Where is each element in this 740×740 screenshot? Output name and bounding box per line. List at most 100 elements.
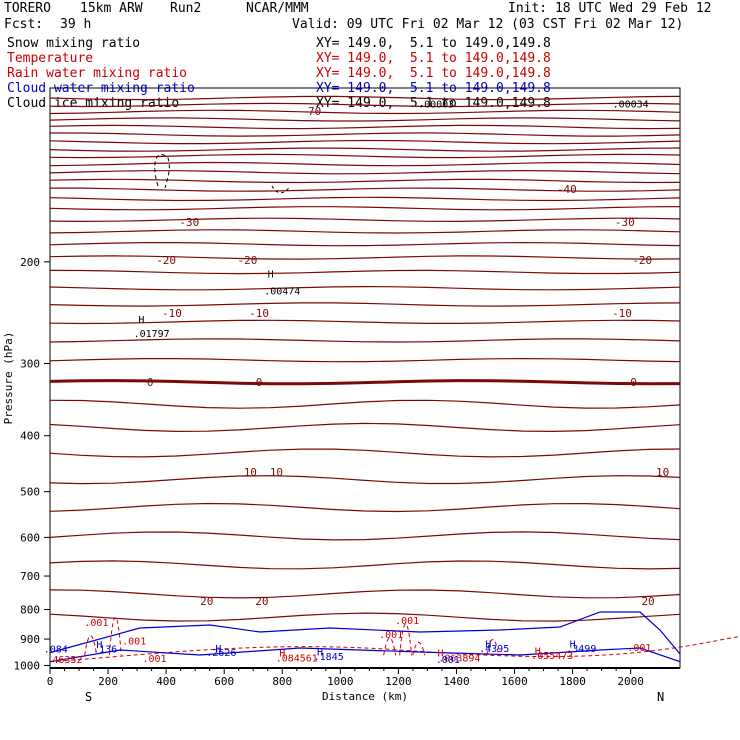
isotherm-line [49,255,681,260]
contour-annotation: .001 [627,643,651,654]
x-tick-label: 600 [214,675,234,688]
contour-annotation: H [570,639,576,650]
snow-contour [154,154,170,189]
contour-annotation: .001 [122,637,146,648]
isotherm-label: 20 [641,595,654,608]
header-valid: Valid: 09 UTC Fri 02 Mar 12 (03 CST Fri … [292,17,684,32]
isotherm-label: 0 [256,376,263,389]
header-run: Run2 [170,1,202,16]
isotherm-line [49,502,681,513]
x-tick-label: 200 [98,675,118,688]
contour-annotation: .4395 [479,644,509,655]
contour-annotation: H [317,648,323,659]
isotherm-line [49,102,681,108]
isotherm-label: -70 [301,105,321,118]
isotherm-line [49,612,681,622]
isotherm-line [49,206,681,211]
header-init: Init: 18 UTC Wed 29 Feb 12 [508,1,712,16]
contour-annotation: .00034 [613,99,649,110]
isotherm-label: 0 [630,376,637,389]
contour-annotation: .084 [44,645,68,656]
contour-annotation: .3499 [566,644,596,655]
contour-annotation: H [138,315,144,326]
header-fcst-label: Fcst: [4,17,44,32]
x-tick-label: 1600 [501,675,528,688]
isotherm-line [49,153,681,159]
rain-contour [412,641,426,656]
plot-frame [49,87,681,669]
contour-annotation: .055473 [531,651,573,662]
legend-rain-xy: XY= 149.0, 5.1 to 149.0,149.8 [316,66,551,81]
header-fcst-value: 39 h [60,17,92,32]
contour-annotation: .136 [93,645,117,656]
isotherm-line [49,422,681,433]
contour-annotation: H [437,649,443,660]
rain-contour [486,638,500,656]
isotherm-line [49,560,681,570]
contour-annotation: .084561 [276,654,318,665]
contour-annotation: H [485,639,491,650]
y-tick-label: 800 [20,604,40,617]
isotherm-label: 0 [147,376,154,389]
contour-annotation: H [268,270,274,281]
isotherm-line [49,178,681,184]
isotherm-label: -10 [162,307,182,320]
x-tick-label: 400 [156,675,176,688]
header-grid: 15km ARW [80,1,143,16]
isotherm-line [49,147,681,152]
y-tick-label: 900 [20,633,40,646]
contour-annotation: 46352 [52,655,82,666]
legend-rain-name: Rain water mixing ratio [7,66,188,81]
contour-annotation: .001 [395,616,419,627]
y-axis-title: Pressure (hPa) [2,332,15,425]
isotherm-label: 10 [270,466,283,479]
y-tick-label: 600 [20,531,40,544]
isotherm-line [50,132,681,137]
isotherm-line [49,229,681,234]
isotherm-line [49,285,681,291]
isotherm-line [49,161,681,167]
y-tick-label: 1000 [14,660,41,673]
isotherm-line [49,109,681,115]
contour-annotation: .001 [436,655,460,666]
isotherm-line [49,217,681,223]
x-tick-label: 1800 [559,675,586,688]
contour-annotation: .01797 [134,329,170,340]
header-model: TORERO [4,1,51,16]
header-center: NCAR/MMM [246,1,309,16]
isotherm-line [49,399,681,409]
snow-contour [271,185,291,194]
isotherm-label: -20 [156,254,176,267]
isotherm-line [50,187,681,192]
x-tick-label: 2000 [617,675,644,688]
isotherm-line [49,139,681,145]
isotherm-line [49,169,681,175]
contour-annotation: .1845 [314,652,344,663]
contour-annotation: .2626 [206,648,236,659]
north-label: N [657,690,664,704]
isotherm-line [49,302,681,307]
contour-annotation: .063894 [438,654,480,665]
cloud-water-contour [49,611,681,655]
contour-annotation: H [96,640,102,651]
isotherm-label: 20 [255,595,268,608]
cloud-water-contour [49,647,681,663]
isotherm-line [49,338,681,343]
isotherm-line [49,589,681,599]
contour-annotation: .00003 [418,99,454,110]
contour-annotation: .001 [84,618,108,629]
x-tick-label: 1200 [385,675,412,688]
rain-contour [108,617,122,656]
x-tick-label: 1400 [443,675,470,688]
isotherm-line [49,117,681,122]
isotherm-label: 10 [656,466,669,479]
contour-annotation: .00474 [264,287,300,298]
rain-contour [84,635,98,656]
isotherm-label: -40 [557,183,577,196]
contour-annotation: H [215,644,221,655]
contour-annotation: H [279,649,285,660]
legend-temp-xy: XY= 149.0, 5.1 to 149.0,149.8 [316,51,551,66]
isotherm-line [49,357,681,363]
contour-annotation: H [535,647,541,658]
contour-annotation: .001 [379,630,403,641]
